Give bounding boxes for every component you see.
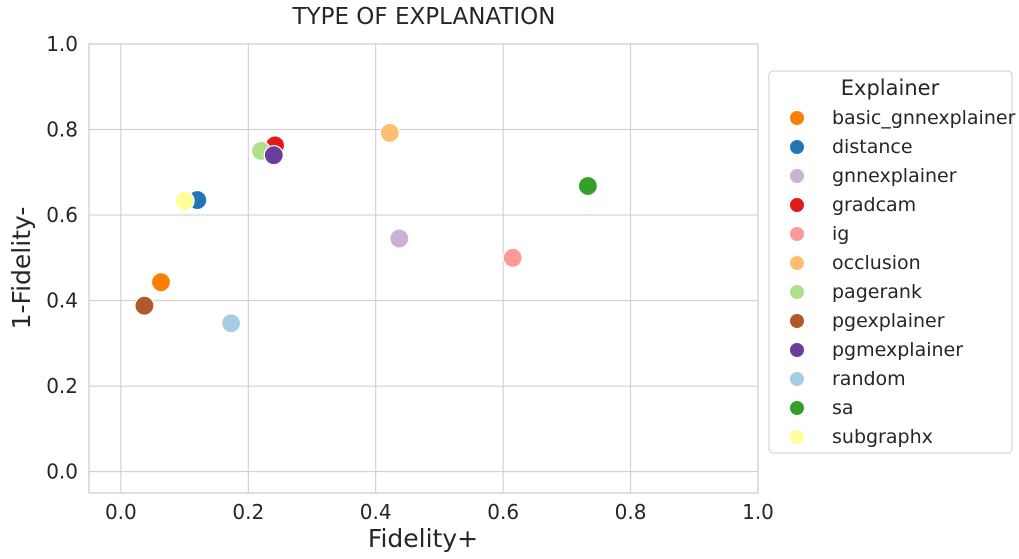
legend-label-sa: sa — [832, 397, 854, 419]
legend-marker-occlusion — [789, 255, 805, 271]
legend-label-pagerank: pagerank — [832, 281, 922, 303]
plot-frame — [88, 43, 759, 494]
y-axis-label: 1-Fidelity- — [7, 207, 36, 330]
point-random — [220, 313, 242, 334]
y-tick-label: 0.4 — [46, 289, 78, 313]
x-tick-label: 0.4 — [360, 500, 392, 524]
grid — [89, 43, 759, 493]
x-axis-label: Fidelity+ — [368, 524, 478, 553]
point-pgexplainer — [134, 295, 155, 316]
y-tick-label: 0.8 — [46, 118, 78, 142]
point-subgraphx — [174, 190, 195, 212]
point-occlusion — [379, 122, 400, 144]
legend-label-basic_gnnexplainer: basic_gnnexplainer — [832, 107, 1016, 129]
x-tick-label: 0.2 — [232, 500, 264, 524]
y-tick-label: 0.2 — [46, 374, 78, 398]
legend-marker-ig — [789, 226, 805, 242]
legend-marker-random — [789, 371, 805, 387]
legend-marker-gnnexplainer — [789, 168, 805, 184]
legend-label-gnnexplainer: gnnexplainer — [832, 165, 957, 187]
point-sa — [577, 175, 598, 197]
chart-title: TYPE OF EXPLANATION — [292, 4, 556, 30]
y-tick-label: 1.0 — [46, 32, 78, 56]
x-axis-ticks: 0.0 0.2 0.4 0.6 0.8 1.0 — [105, 500, 774, 524]
legend-label-distance: distance — [832, 136, 913, 158]
legend-items: basic_gnnexplainer distance gnnexplainer gr… — [789, 107, 1016, 448]
legend-marker-pgexplainer — [789, 313, 805, 329]
point-basic_gnnexplainer — [150, 272, 172, 293]
y-tick-label: 0.0 — [46, 460, 78, 484]
legend-label-gradcam: gradcam — [832, 194, 916, 216]
legend-marker-sa — [789, 400, 805, 416]
legend: Explainer basic_gnnexplainer distance gnne… — [768, 70, 1016, 454]
legend-label-ig: ig — [832, 223, 849, 245]
point-pgmexplainer — [263, 145, 284, 166]
point-gnnexplainer — [389, 228, 410, 249]
x-tick-label: 1.0 — [742, 500, 774, 524]
legend-label-pgmexplainer: pgmexplainer — [832, 339, 963, 361]
legend-marker-basic_gnnexplainer — [789, 110, 805, 126]
legend-marker-pgmexplainer — [789, 342, 805, 358]
x-tick-label: 0.6 — [487, 500, 519, 524]
legend-label-occlusion: occlusion — [832, 252, 921, 274]
legend-marker-distance — [789, 139, 805, 155]
x-tick-label: 0.0 — [105, 500, 137, 524]
legend-marker-pagerank — [789, 284, 805, 300]
y-axis-ticks: 0.0 0.2 0.4 0.6 0.8 1.0 — [46, 32, 78, 484]
point-ig — [502, 247, 523, 268]
legend-marker-gradcam — [789, 197, 805, 213]
legend-frame — [768, 70, 1013, 454]
y-tick-label: 0.6 — [46, 203, 78, 227]
x-tick-label: 0.8 — [615, 500, 647, 524]
legend-marker-subgraphx — [789, 429, 805, 445]
legend-label-subgraphx: subgraphx — [832, 426, 933, 448]
legend-label-pgexplainer: pgexplainer — [832, 310, 945, 332]
data-points — [134, 122, 598, 334]
legend-title: Explainer — [841, 76, 940, 100]
legend-label-random: random — [832, 368, 906, 390]
